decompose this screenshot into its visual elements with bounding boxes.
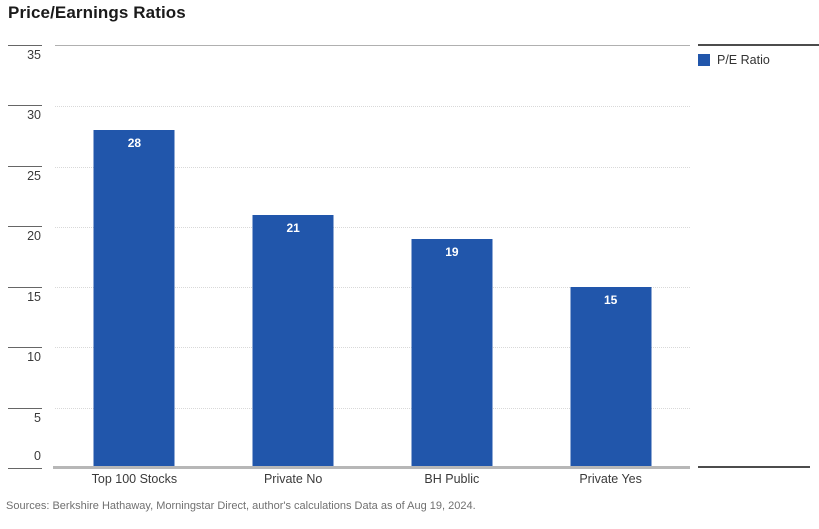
bar-private-yes[interactable]: 15 [570,287,652,468]
bar-group: 19 [373,46,532,468]
x-axis-label-private-no: Private No [263,472,323,486]
x-axis-baseline [53,466,690,469]
x-axis-label-bh-public: BH Public [424,472,480,486]
y-tick-label: 30 [27,108,41,123]
chart-title: Price/Earnings Ratios [8,3,186,22]
bar-bh-public[interactable]: 19 [411,238,493,468]
bar-value-label: 15 [603,293,618,308]
x-axis-label-private-yes: Private Yes [579,472,642,486]
source-note: Sources: Berkshire Hathaway, Morningstar… [6,500,476,512]
bar-top-100-stocks[interactable]: 28 [93,130,175,468]
tick-mark [8,45,42,46]
plot-area: 28 21 19 15 [55,45,690,468]
bar-group: 21 [214,46,373,468]
bar-series: 28 21 19 15 [55,46,690,468]
bar-value-label: 19 [445,244,459,259]
gridline-25 [55,166,690,168]
bar-group: 15 [531,46,690,468]
y-axis: 35 30 25 20 15 10 5 0 [8,45,42,469]
tick-mark [8,165,42,167]
y-tick-label: 15 [27,289,41,304]
legend-item-pe-ratio[interactable]: P/E Ratio [698,54,819,67]
y-tick-label: 0 [34,448,41,463]
legend-label: P/E Ratio [717,53,770,67]
tick-mark [8,468,42,469]
bar-group: 28 [55,46,214,468]
bar-private-no[interactable]: 21 [252,214,334,468]
tick-mark [8,105,42,107]
tick-mark [8,347,42,349]
bar-value-label: 28 [127,136,142,151]
tick-mark [8,286,42,288]
tick-mark [8,407,42,409]
legend: P/E Ratio [698,44,819,67]
gridline-15 [55,287,690,289]
legend-swatch-icon [698,54,710,67]
y-tick-label: 20 [27,229,41,244]
x-axis-labels: Top 100 Stocks Private No BH Public Priv… [55,472,690,486]
gridline-30 [55,106,690,108]
gridline-10 [55,347,690,349]
bar-value-label: 21 [286,220,300,235]
x-axis-label-top-100-stocks: Top 100 Stocks [91,472,178,486]
y-tick-label: 10 [27,350,41,365]
legend-baseline-rule [698,466,810,468]
gridline-20 [55,226,690,228]
tick-mark [8,226,42,228]
y-tick-label: 5 [34,410,41,425]
gridline-5 [55,407,690,409]
y-tick-label: 35 [27,48,41,62]
y-tick-label: 25 [27,168,41,183]
